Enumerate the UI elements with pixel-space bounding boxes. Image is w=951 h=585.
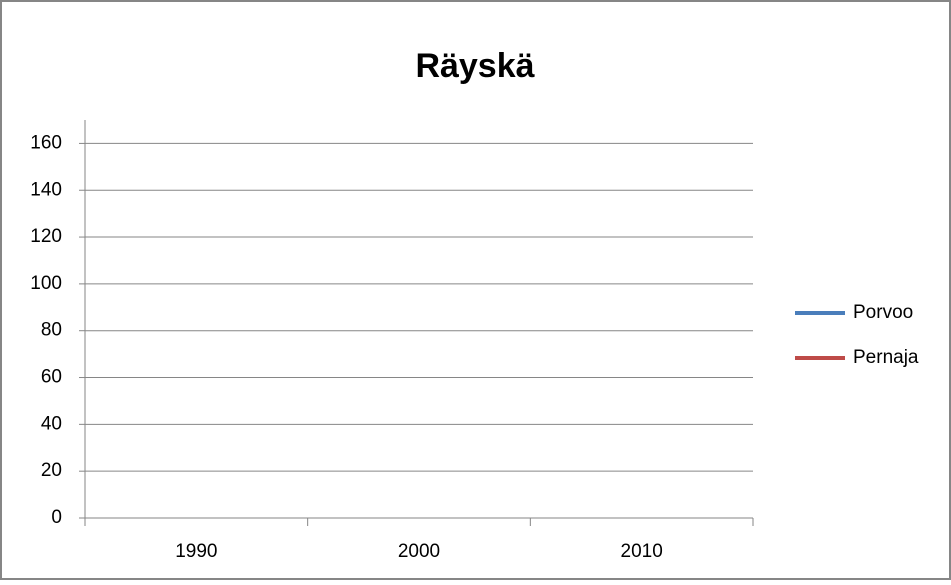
y-tick-label: 40 (41, 413, 62, 434)
legend-label: Porvoo (853, 302, 913, 323)
x-tick-label: 1990 (175, 541, 217, 562)
y-tick-label: 120 (30, 226, 62, 247)
y-tick-label: 80 (41, 320, 62, 341)
x-tick-label: 2010 (621, 541, 663, 562)
y-tick-label: 20 (41, 460, 62, 481)
x-tick-label: 2000 (398, 541, 440, 562)
y-tick-label: 0 (51, 507, 62, 528)
y-tick-label: 100 (30, 273, 62, 294)
chart-title: Räyskä (415, 47, 534, 85)
y-tick-label: 60 (41, 367, 62, 388)
legend-label: Pernaja (853, 347, 919, 368)
y-tick-label: 140 (30, 179, 62, 200)
y-tick-label: 160 (30, 132, 62, 153)
